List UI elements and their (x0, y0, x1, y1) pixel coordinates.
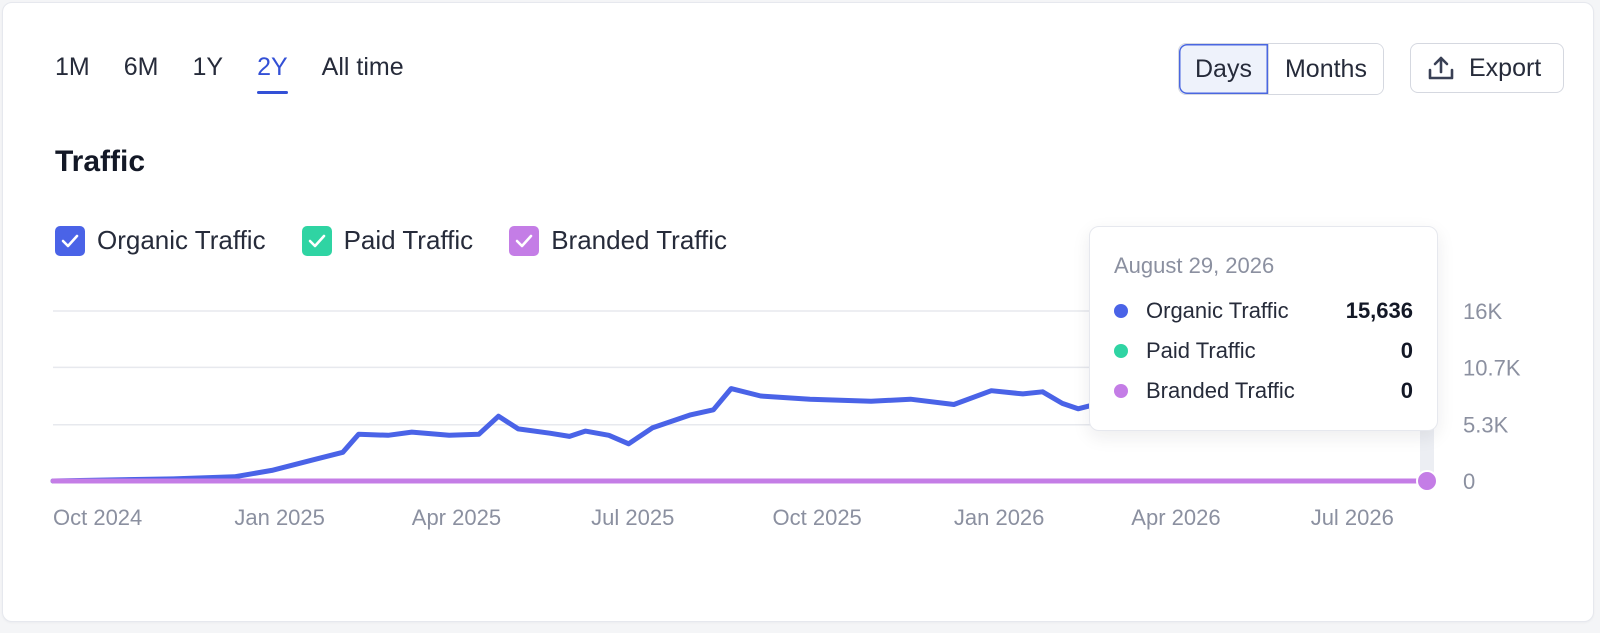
x-tick-label: Jul 2026 (1311, 505, 1394, 530)
check-icon (61, 234, 79, 247)
tab-1m[interactable]: 1M (55, 53, 90, 81)
tooltip-row-organic: Organic Traffic 15,636 (1114, 296, 1413, 326)
tooltip-row-paid: Paid Traffic 0 (1114, 336, 1413, 366)
tooltip-series-value: 15,636 (1345, 298, 1413, 323)
chart-tooltip: August 29, 2026 Organic Traffic 15,636 P… (1089, 226, 1438, 431)
days-button[interactable]: Days (1179, 44, 1268, 94)
series-line-organic-traffic (50, 312, 1430, 484)
check-icon (308, 234, 325, 247)
tab-all-time[interactable]: All time (321, 53, 404, 81)
tooltip-date: August 29, 2026 (1114, 253, 1275, 278)
tooltip-series-value: 0 (1400, 338, 1413, 363)
hover-point-branded (1416, 470, 1438, 492)
export-label: Export (1469, 53, 1542, 82)
legend-paid-traffic[interactable]: Paid Traffic (301, 225, 474, 256)
x-tick-label: Apr 2026 (1131, 505, 1220, 530)
x-tick-label: Apr 2025 (412, 505, 501, 530)
tooltip-series-name: Paid Traffic (1146, 338, 1256, 363)
legend-branded-traffic[interactable]: Branded Traffic (509, 225, 727, 256)
series-dot (1114, 384, 1128, 398)
x-tick-label: Jan 2025 (234, 505, 325, 530)
check-icon (515, 234, 533, 247)
tab-1y[interactable]: 1Y (192, 53, 224, 81)
y-tick-label: 0 (1463, 469, 1475, 494)
tab-6m[interactable]: 6M (123, 53, 159, 81)
paid-checkbox[interactable] (301, 225, 332, 256)
x-tick-label: Jan 2026 (954, 505, 1045, 530)
upload-icon (1427, 54, 1455, 82)
tooltip-series-name: Branded Traffic (1146, 378, 1295, 403)
section-title: Traffic (55, 145, 146, 178)
legend-organic-traffic[interactable]: Organic Traffic (55, 225, 266, 256)
tooltip-series-value: 0 (1400, 378, 1413, 403)
branded-checkbox[interactable] (509, 225, 540, 256)
months-button[interactable]: Months (1267, 44, 1383, 94)
chart-legend: Organic Traffic Paid Traffic Branded Tra… (55, 225, 727, 256)
tooltip-row-branded: Branded Traffic 0 (1114, 376, 1413, 406)
traffic-chart[interactable]: 0 5.3K 10.7K 16K Oct 2024 Jan 2025 Apr 2025 Jul… (3, 3, 1593, 621)
tab-2y[interactable]: 2Y (257, 55, 288, 94)
y-tick-label: 16K (1463, 299, 1502, 324)
export-button[interactable]: Export (1410, 43, 1564, 93)
legend-label: Paid Traffic (343, 225, 474, 255)
series-dot (1114, 344, 1128, 358)
organic-checkbox[interactable] (55, 225, 85, 256)
granularity-toggle: Days Months (1178, 43, 1384, 95)
series-dot (1114, 304, 1128, 318)
legend-label: Organic Traffic (97, 225, 266, 255)
x-tick-label: Oct 2025 (773, 505, 862, 530)
y-tick-label: 5.3K (1463, 413, 1509, 438)
x-tick-label: Jul 2025 (591, 505, 674, 530)
x-tick-label: Oct 2024 (53, 505, 142, 530)
y-tick-label: 10.7K (1463, 355, 1521, 380)
range-tabs: 1M 6M 1Y 2Y All time (55, 55, 404, 94)
traffic-card: 1M 6M 1Y 2Y All time Days Months Export … (2, 2, 1594, 622)
tooltip-series-name: Organic Traffic (1146, 298, 1289, 323)
legend-label: Branded Traffic (551, 225, 728, 255)
